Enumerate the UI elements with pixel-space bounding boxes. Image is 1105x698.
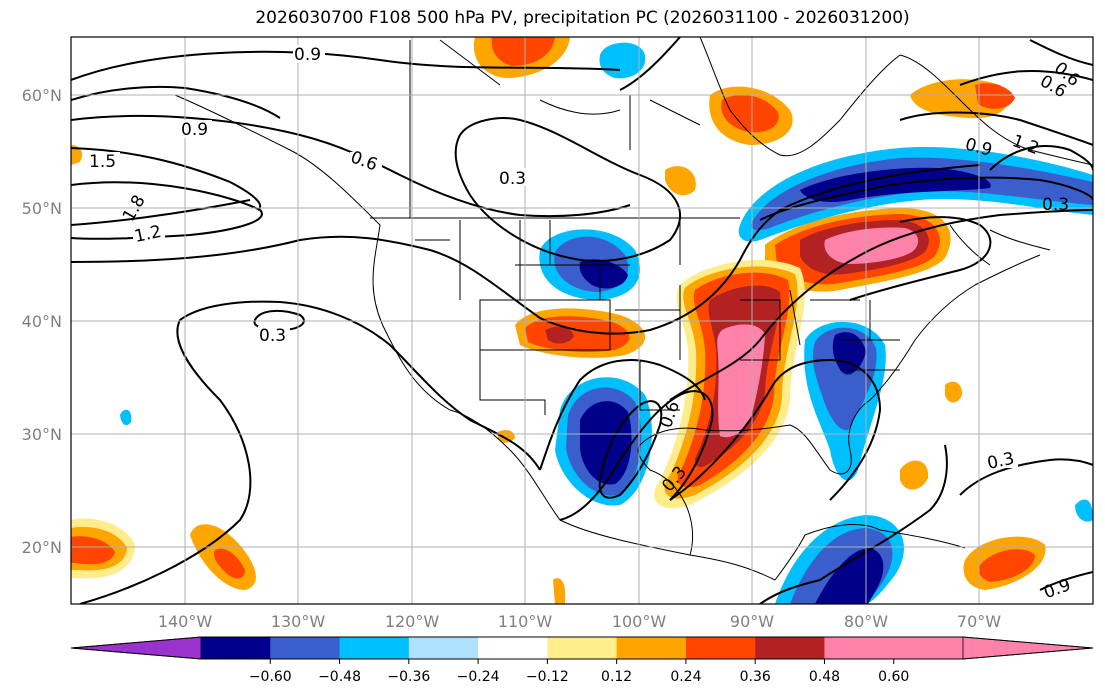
colorbar-box: [893, 637, 964, 659]
colorbar-extend-max: [962, 636, 1094, 660]
colorbar-tick-label: −0.48: [318, 669, 361, 685]
lon-label: 130°W: [271, 612, 326, 631]
colorbar: −0.60 −0.48 −0.36 −0.24 −0.12 0.12 0.24 0.36 0.4…: [70, 636, 1094, 685]
lon-label: 100°W: [612, 612, 667, 631]
colorbar-box: [201, 637, 271, 659]
contour-label: 0.9: [294, 45, 321, 65]
lat-label: 20°N: [22, 538, 62, 557]
contour-label: 0.3: [259, 326, 286, 346]
contour-label: 0.9: [181, 120, 208, 140]
coastlines: [174, 37, 1093, 581]
colorbar-box: [616, 637, 687, 659]
longitude-labels: 140°W 130°W 120°W 110°W 100°W 90°W 80°W …: [158, 612, 1001, 631]
graticule: [71, 37, 1093, 604]
pv-contours: [71, 37, 1093, 604]
lon-label: 110°W: [498, 612, 553, 631]
colorbar-box: [478, 637, 548, 659]
lon-label: 140°W: [158, 612, 213, 631]
colorbar-box: [339, 637, 410, 659]
lon-label: 70°W: [957, 612, 1001, 631]
colorbar-box: [685, 637, 756, 659]
colorbar-box: [755, 637, 825, 659]
colorbar-box: [824, 637, 895, 659]
colorbar-tick-label: −0.12: [526, 669, 569, 685]
plot-frame: [70, 36, 1094, 605]
contour-label: 0.3: [499, 169, 526, 189]
colorbar-tick-label: −0.24: [457, 669, 500, 685]
lon-label: 80°W: [844, 612, 888, 631]
colorbar-tick-label: 0.24: [670, 669, 701, 685]
colorbar-tick-label: 0.48: [809, 669, 840, 685]
colorbar-box: [547, 637, 618, 659]
lon-label: 90°W: [730, 612, 774, 631]
contour-label: 1.5: [89, 152, 116, 172]
colorbar-box: [270, 637, 341, 659]
latitude-labels: 60°N 50°N 40°N 30°N 20°N: [22, 86, 62, 557]
lat-label: 40°N: [22, 312, 62, 331]
lon-label: 120°W: [385, 612, 440, 631]
lat-label: 30°N: [22, 425, 62, 444]
colorbar-outline: [70, 636, 1094, 660]
colorbar-tick-label: 0.36: [740, 669, 771, 685]
colorbar-extend-min: [70, 636, 202, 660]
colorbar-tick-label: 0.60: [878, 669, 909, 685]
lat-label: 50°N: [22, 199, 62, 218]
colorbar-tick-label: −0.60: [249, 669, 292, 685]
colorbar-tick-label: 0.12: [601, 669, 632, 685]
lat-label: 60°N: [22, 86, 62, 105]
colorbar-box: [408, 637, 479, 659]
colorbar-tick-label: −0.36: [387, 669, 430, 685]
contour-label: 0.3: [1042, 195, 1069, 215]
map-title: 2026030700 F108 500 hPa PV, precipitatio…: [255, 8, 910, 28]
